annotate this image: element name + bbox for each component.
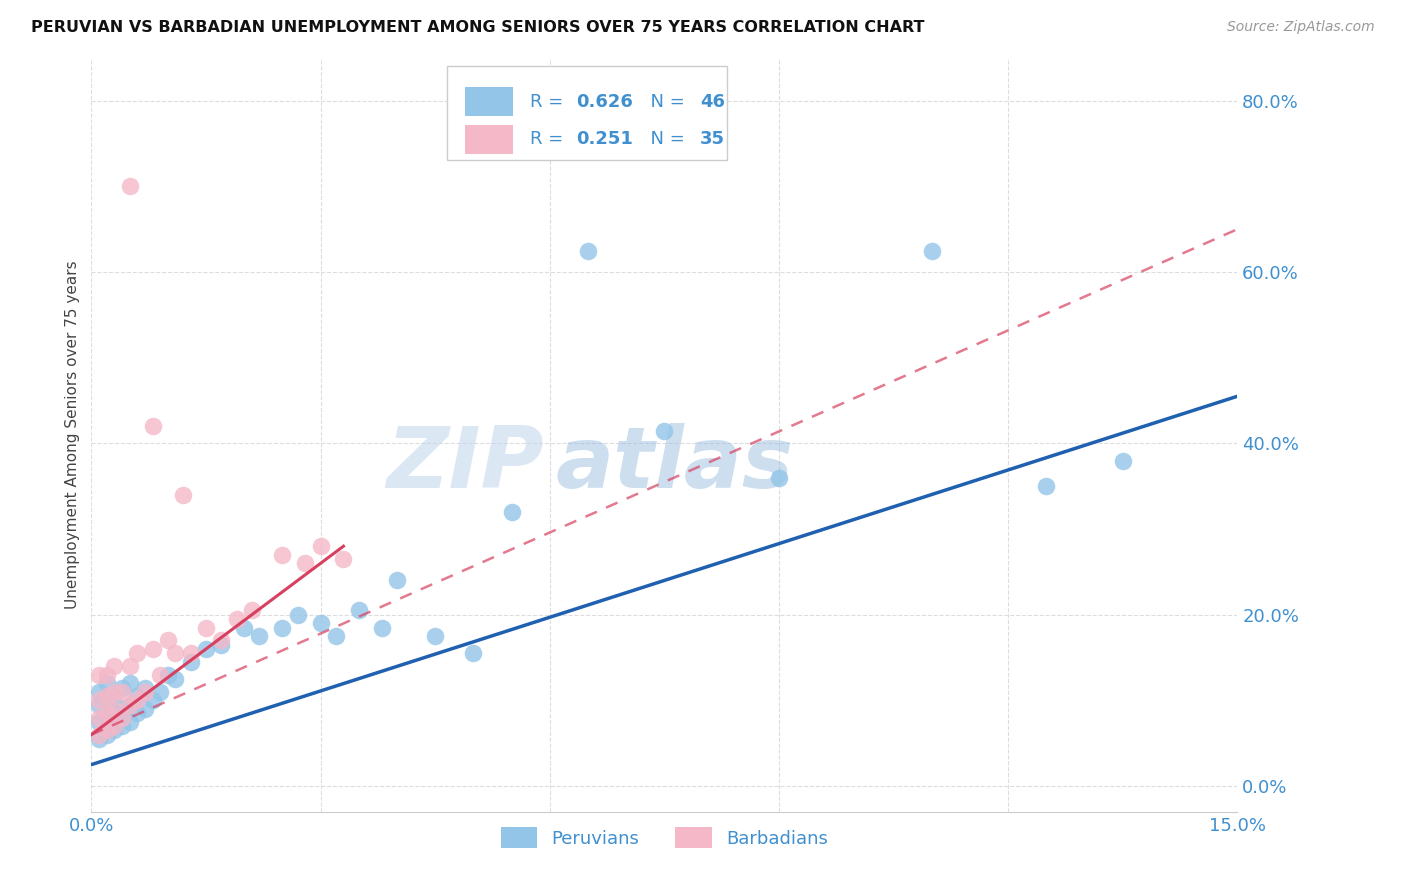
Point xyxy=(127,689,149,703)
Point xyxy=(118,698,141,712)
Point xyxy=(576,244,599,258)
Point xyxy=(325,629,347,643)
Point xyxy=(103,723,125,738)
Point xyxy=(103,689,125,703)
Point xyxy=(111,702,134,716)
Point xyxy=(225,612,247,626)
Point xyxy=(233,621,256,635)
Point xyxy=(127,693,149,707)
Point xyxy=(271,621,294,635)
Text: 0.626: 0.626 xyxy=(576,93,633,111)
Point xyxy=(209,638,232,652)
Point xyxy=(149,667,172,681)
Point xyxy=(194,621,217,635)
Point xyxy=(141,419,163,434)
Point xyxy=(103,706,125,721)
Text: ZIP: ZIP xyxy=(387,424,544,507)
Point xyxy=(149,685,172,699)
Point xyxy=(103,702,125,716)
Point xyxy=(134,681,156,695)
Point xyxy=(96,723,118,738)
Legend: Peruvians, Barbadians: Peruvians, Barbadians xyxy=(494,820,835,855)
Point xyxy=(141,693,163,707)
Text: N =: N = xyxy=(640,130,690,148)
Text: N =: N = xyxy=(640,93,690,111)
Point xyxy=(309,616,332,631)
Point xyxy=(111,685,134,699)
Point xyxy=(347,603,370,617)
Point xyxy=(287,607,309,622)
Point xyxy=(240,603,263,617)
Point xyxy=(309,539,332,553)
Point xyxy=(209,633,232,648)
Point xyxy=(141,642,163,657)
Point xyxy=(194,642,217,657)
Point xyxy=(118,698,141,712)
Point xyxy=(156,633,179,648)
Text: PERUVIAN VS BARBADIAN UNEMPLOYMENT AMONG SENIORS OVER 75 YEARS CORRELATION CHART: PERUVIAN VS BARBADIAN UNEMPLOYMENT AMONG… xyxy=(31,20,924,35)
Text: R =: R = xyxy=(530,93,569,111)
Point xyxy=(96,693,118,707)
Point xyxy=(271,548,294,562)
Point xyxy=(96,710,118,724)
Point xyxy=(87,693,110,707)
Point xyxy=(180,646,202,660)
Text: R =: R = xyxy=(530,130,569,148)
Point xyxy=(87,710,110,724)
Point xyxy=(111,710,134,724)
Point xyxy=(118,714,141,729)
Point xyxy=(87,685,110,699)
Point xyxy=(118,659,141,673)
Point xyxy=(127,706,149,721)
Point xyxy=(501,505,523,519)
Bar xyxy=(465,125,513,153)
Point xyxy=(423,629,446,643)
Point xyxy=(165,646,187,660)
Point xyxy=(1111,453,1133,467)
Point xyxy=(103,719,125,733)
Point xyxy=(385,574,408,588)
Point xyxy=(172,488,194,502)
Point xyxy=(463,646,485,660)
Text: Source: ZipAtlas.com: Source: ZipAtlas.com xyxy=(1227,20,1375,34)
Point xyxy=(103,659,125,673)
Point xyxy=(294,557,316,571)
Point xyxy=(118,179,141,194)
Point xyxy=(134,685,156,699)
Point xyxy=(652,424,675,438)
Point xyxy=(87,731,110,746)
Point xyxy=(103,685,125,699)
Point xyxy=(370,621,392,635)
Point xyxy=(134,702,156,716)
Point xyxy=(96,667,118,681)
Point xyxy=(332,552,354,566)
Point xyxy=(127,646,149,660)
Point xyxy=(96,728,118,742)
Point xyxy=(87,728,110,742)
Point xyxy=(111,719,134,733)
Point xyxy=(165,672,187,686)
Point xyxy=(87,667,110,681)
Point xyxy=(921,244,943,258)
Bar xyxy=(465,87,513,116)
Text: atlas: atlas xyxy=(555,424,793,507)
Point xyxy=(96,676,118,690)
Point xyxy=(156,667,179,681)
Text: 35: 35 xyxy=(700,130,725,148)
Point xyxy=(87,714,110,729)
Y-axis label: Unemployment Among Seniors over 75 years: Unemployment Among Seniors over 75 years xyxy=(65,260,80,609)
Point xyxy=(111,681,134,695)
Bar xyxy=(447,65,727,160)
Point xyxy=(180,655,202,669)
Text: 0.251: 0.251 xyxy=(576,130,633,148)
Point xyxy=(87,698,110,712)
Point xyxy=(118,676,141,690)
Point xyxy=(96,706,118,721)
Point xyxy=(249,629,271,643)
Point xyxy=(1035,479,1057,493)
Point xyxy=(768,471,790,485)
Text: 46: 46 xyxy=(700,93,725,111)
Point xyxy=(96,689,118,703)
